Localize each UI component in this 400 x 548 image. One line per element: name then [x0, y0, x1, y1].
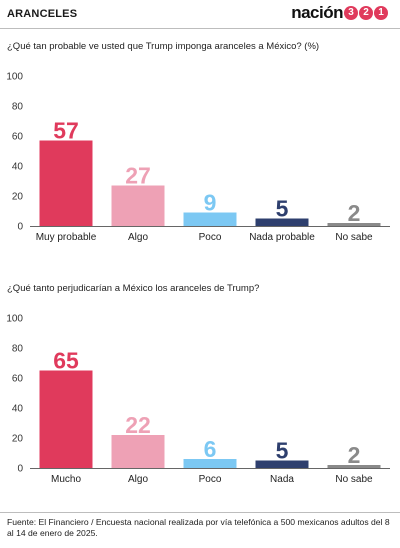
header-divider — [0, 28, 400, 29]
y-tick-label-20: 20 — [12, 434, 24, 445]
data-label-1: 57 — [53, 118, 79, 144]
y-tick-label-40: 40 — [12, 162, 24, 173]
category-label-3: Poco — [199, 474, 222, 485]
data-label-3: 9 — [204, 190, 217, 216]
header: ARANCELES nación 3 2 1 — [0, 0, 400, 28]
bar-1 — [40, 371, 93, 469]
brand-digit-2: 2 — [359, 6, 373, 20]
bar-2 — [112, 186, 165, 227]
chart-1-title: ¿Qué tan probable ve usted que Trump imp… — [7, 41, 319, 52]
y-tick-label-60: 60 — [12, 374, 24, 385]
data-label-4: 5 — [276, 438, 289, 464]
section-label: ARANCELES — [7, 8, 77, 20]
brand-word: nación — [291, 3, 343, 23]
category-label-1: Mucho — [51, 474, 81, 485]
chart-2-title: ¿Qué tanto perjudicarían a México los ar… — [7, 283, 259, 294]
category-label-4: Nada — [270, 474, 294, 485]
y-tick-label-40: 40 — [12, 404, 24, 415]
source-note: Fuente: El Financiero / Encuesta naciona… — [7, 517, 395, 539]
data-label-5: 2 — [348, 442, 361, 468]
category-label-5: No sabe — [335, 232, 373, 243]
category-label-3: Poco — [199, 232, 222, 243]
category-label-2: Algo — [128, 474, 148, 485]
y-tick-label-100: 100 — [6, 72, 23, 83]
brand-digit-3: 1 — [374, 6, 388, 20]
data-label-5: 2 — [348, 200, 361, 226]
brand-logo: nación 3 2 1 — [291, 3, 388, 23]
data-label-4: 5 — [276, 196, 289, 222]
bar-2 — [112, 435, 165, 468]
footer-divider — [0, 512, 400, 513]
brand-digit-1: 3 — [344, 6, 358, 20]
category-label-2: Algo — [128, 232, 148, 243]
bar-1 — [40, 141, 93, 227]
category-label-1: Muy probable — [36, 232, 97, 243]
y-tick-label-80: 80 — [12, 344, 24, 355]
data-label-1: 65 — [53, 348, 79, 374]
category-label-4: Nada probable — [249, 232, 315, 243]
chart-1: 0 20 40 60 80 100 57 Muy probable 27 Algo 9 Poco 5 Na… — [0, 60, 400, 250]
y-tick-label-0: 0 — [17, 464, 23, 475]
y-tick-label-0: 0 — [17, 222, 23, 233]
y-tick-label-60: 60 — [12, 132, 24, 143]
y-tick-label-100: 100 — [6, 314, 23, 325]
data-label-2: 22 — [125, 412, 151, 438]
y-tick-label-80: 80 — [12, 102, 24, 113]
data-label-3: 6 — [204, 436, 217, 462]
y-tick-label-20: 20 — [12, 192, 24, 203]
data-label-2: 27 — [125, 163, 151, 189]
chart-2: 0 20 40 60 80 100 65 Mucho 22 Algo 6 Poco 5 Nada 2 No s… — [0, 302, 400, 492]
category-label-5: No sabe — [335, 474, 373, 485]
